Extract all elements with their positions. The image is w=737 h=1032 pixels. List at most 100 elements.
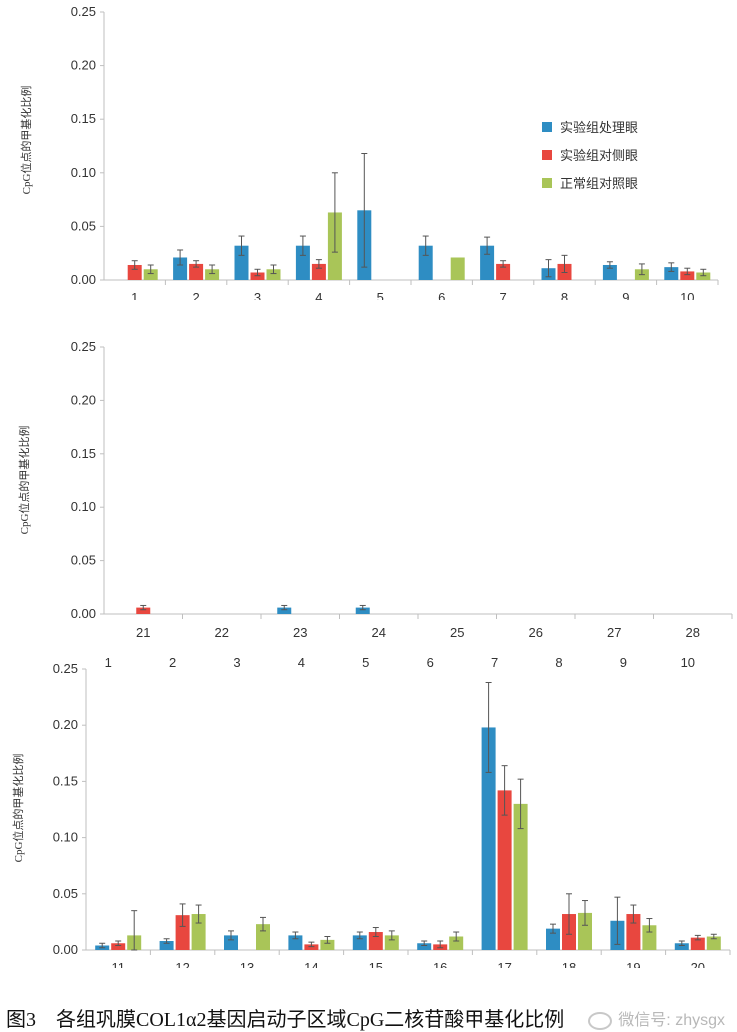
bar: [690, 937, 705, 950]
y-tick-label: 0.25: [53, 661, 78, 676]
x-tick-label: 21: [136, 625, 150, 640]
top-tick-label: 8: [555, 655, 562, 670]
y-tick-label: 0.05: [53, 886, 78, 901]
top-tick-label: 6: [427, 655, 434, 670]
top-tick-label: 5: [362, 655, 369, 670]
y-axis-label: CpG位点的甲基化比例: [19, 86, 33, 195]
bar: [266, 269, 281, 280]
x-tick-label: 17: [497, 960, 511, 968]
y-axis-label: CpG位点的甲基化比例: [17, 426, 31, 535]
y-tick-label: 0.00: [53, 942, 78, 957]
y-tick-label: 0.20: [71, 58, 96, 73]
bar: [295, 245, 310, 280]
bar: [417, 943, 432, 950]
x-tick-label: 1: [131, 290, 138, 300]
x-tick-label: 19: [626, 960, 640, 968]
top-tick-label: 1: [105, 655, 112, 670]
watermark-text: 微信号: zhysgx: [618, 1012, 725, 1029]
x-tick-label: 7: [499, 290, 506, 300]
y-axis-label: CpG位点的甲基化比例: [11, 754, 25, 863]
x-tick-label: 11: [111, 960, 125, 968]
bar: [368, 932, 383, 950]
y-tick-label: 0.10: [71, 165, 96, 180]
x-tick-label: 23: [293, 625, 307, 640]
x-tick-label: 6: [438, 290, 445, 300]
x-tick-label: 2: [192, 290, 199, 300]
x-tick-label: 22: [215, 625, 229, 640]
bar: [191, 914, 206, 950]
top-tick-label: 7: [491, 655, 498, 670]
top-tick-label: 9: [620, 655, 627, 670]
bar: [288, 935, 303, 950]
wechat-icon: [588, 1011, 613, 1030]
x-tick-label: 24: [372, 625, 386, 640]
bar: [175, 915, 190, 950]
bar: [173, 257, 188, 280]
x-tick-label: 10: [680, 290, 694, 300]
bar: [250, 272, 265, 280]
legend-swatch: [542, 178, 552, 188]
bar: [418, 245, 433, 280]
bar: [234, 245, 249, 280]
y-tick-label: 0.15: [71, 446, 96, 461]
bar: [680, 271, 695, 280]
legend-label: 实验组处理眼: [560, 120, 638, 135]
bar: [450, 257, 465, 280]
x-tick-label: 4: [315, 290, 322, 300]
bar: [136, 607, 151, 614]
bar: [143, 269, 158, 280]
watermark: 微信号: zhysgx: [588, 1006, 725, 1030]
bar: [277, 607, 292, 614]
bar: [513, 803, 528, 950]
bar: [546, 928, 560, 950]
figure-caption: 图3 各组巩膜COL1α2基因启动子区域CpG二核苷酸甲基化比例: [6, 1009, 565, 1031]
bar: [311, 263, 326, 280]
bar: [626, 914, 641, 950]
x-tick-label: 13: [240, 960, 254, 968]
x-tick-label: 15: [369, 960, 383, 968]
top-tick-label: 2: [169, 655, 176, 670]
top-tick-label: 10: [681, 655, 695, 670]
bar: [496, 263, 511, 280]
top-tick-label: 3: [233, 655, 240, 670]
y-tick-label: 0.20: [53, 717, 78, 732]
y-tick-label: 0.25: [71, 339, 96, 354]
bar: [642, 925, 657, 950]
bar: [578, 912, 592, 950]
top-tick-label: 4: [298, 655, 305, 670]
x-tick-label: 8: [561, 290, 568, 300]
legend-swatch: [542, 122, 552, 132]
bar: [481, 727, 496, 950]
legend-label: 正常组对照眼: [560, 176, 638, 191]
bar: [159, 941, 174, 950]
bar: [111, 943, 126, 950]
y-tick-label: 0.05: [71, 218, 96, 233]
x-tick-label: 9: [622, 290, 629, 300]
bar: [127, 264, 142, 280]
x-tick-label: 14: [304, 960, 318, 968]
y-tick-label: 0.15: [53, 773, 78, 788]
y-tick-label: 0.05: [71, 553, 96, 568]
x-tick-label: 12: [175, 960, 189, 968]
y-tick-label: 0.10: [71, 499, 96, 514]
x-tick-label: 25: [450, 625, 464, 640]
x-tick-label: 26: [529, 625, 543, 640]
bar: [384, 935, 399, 950]
y-tick-label: 0.15: [71, 111, 96, 126]
bar: [480, 245, 495, 280]
x-tick-label: 16: [433, 960, 447, 968]
x-tick-label: 5: [377, 290, 384, 300]
x-tick-label: 27: [607, 625, 621, 640]
x-tick-label: 28: [686, 625, 700, 640]
y-tick-label: 0.10: [53, 830, 78, 845]
legend-label: 实验组对侧眼: [560, 148, 638, 163]
y-tick-label: 0.00: [71, 272, 96, 287]
bar: [224, 935, 238, 950]
bar: [497, 790, 512, 950]
y-tick-label: 0.20: [71, 392, 96, 407]
bar: [602, 264, 617, 280]
y-tick-label: 0.00: [71, 606, 96, 621]
bar: [189, 263, 204, 280]
chart-top-panel: 0.00 0.05 0.10 0.15 0.20 0.25 CpG位点的甲基化比例 1 2 3 4 5…: [19, 4, 719, 300]
